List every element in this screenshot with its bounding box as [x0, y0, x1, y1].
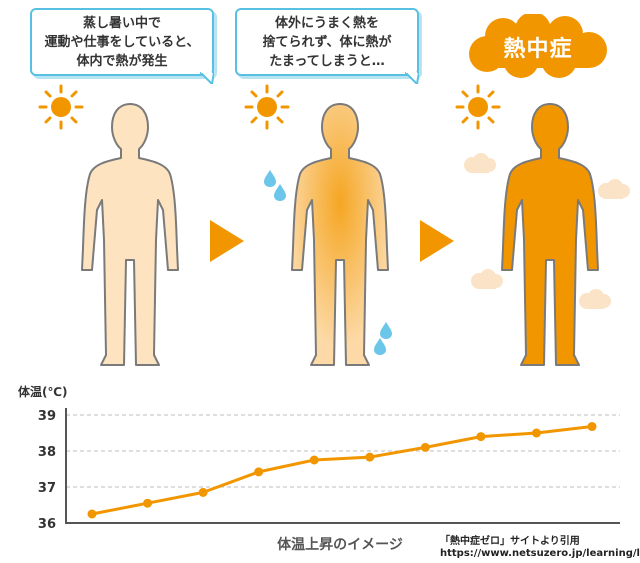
temperature-point — [531, 428, 541, 438]
bubble-1-line-2: 運動や仕事をしていると、 — [44, 34, 200, 50]
sweat-drop-icon — [374, 322, 392, 355]
bubble-1-line-1: 蒸し暑い中で — [82, 15, 161, 31]
y-tick-label: 39 — [38, 409, 56, 424]
source-credit: 「熱中症ゼロ」サイトより引用 https://www.netsuzero.jp/… — [440, 536, 640, 560]
person-figure-heatstroke — [501, 103, 599, 366]
bubble-2-line-3: たまってしまうと… — [269, 53, 385, 69]
y-tick-label: 37 — [38, 481, 56, 496]
heatstroke-cloud-icon — [469, 14, 607, 78]
temperature-point — [476, 432, 486, 442]
bubble-2-tail-icon — [405, 72, 419, 84]
arrow-right-icon — [420, 220, 454, 262]
sun-icon — [455, 84, 501, 130]
temperature-point — [87, 509, 97, 519]
bubble-2-line-1: 体外にうまく熱を — [274, 15, 379, 31]
sun-icon — [244, 84, 290, 130]
temperature-points — [87, 422, 597, 519]
bubble-2-line-2: 捨てられず、体に熱が — [262, 34, 392, 50]
temperature-point — [587, 422, 597, 432]
temperature-line — [91, 425, 593, 516]
bubble-1-line-3: 体内で熱が発生 — [76, 53, 168, 69]
y-tick-label: 36 — [38, 517, 56, 532]
credit-line-1: 「熱中症ゼロ」サイトより引用 — [440, 536, 580, 547]
temperature-point — [365, 452, 375, 462]
speech-bubble-2: 体外にうまく熱を 捨てられず、体に熱が たまってしまうと… — [235, 8, 419, 84]
temperature-point — [309, 455, 319, 465]
y-axis-label: 体温(℃) — [18, 384, 68, 399]
y-tick-label: 38 — [38, 445, 56, 460]
steam-puff-icon — [464, 153, 496, 173]
grid-lines — [66, 414, 620, 488]
sun-icon — [38, 84, 84, 130]
temperature-point — [254, 467, 264, 477]
person-figure-heating — [291, 103, 389, 366]
arrow-right-icon — [210, 220, 244, 262]
heatstroke-label: 熱中症 — [503, 37, 573, 62]
steam-puff-icon — [598, 179, 630, 199]
bubble-1-tail-icon — [200, 72, 214, 84]
speech-bubble-1: 蒸し暑い中で 運動や仕事をしていると、 体内で熱が発生 — [30, 8, 214, 84]
person-figure-normal — [81, 103, 179, 366]
steam-puff-icon — [579, 289, 611, 309]
temperature-point — [420, 442, 430, 452]
x-axis-label: 体温上昇のイメージ — [277, 536, 403, 553]
sweat-drop-icon — [264, 170, 286, 201]
steam-puff-icon — [471, 269, 503, 289]
temperature-point — [143, 498, 153, 508]
temperature-point — [198, 487, 208, 497]
credit-url: https://www.netsuzero.jp/learning/le12 — [440, 548, 640, 559]
body-temperature-chart: 体温(℃) 36 37 38 39 体温上昇のイメージ — [18, 384, 620, 553]
y-tick-labels: 36 37 38 39 — [38, 409, 56, 532]
